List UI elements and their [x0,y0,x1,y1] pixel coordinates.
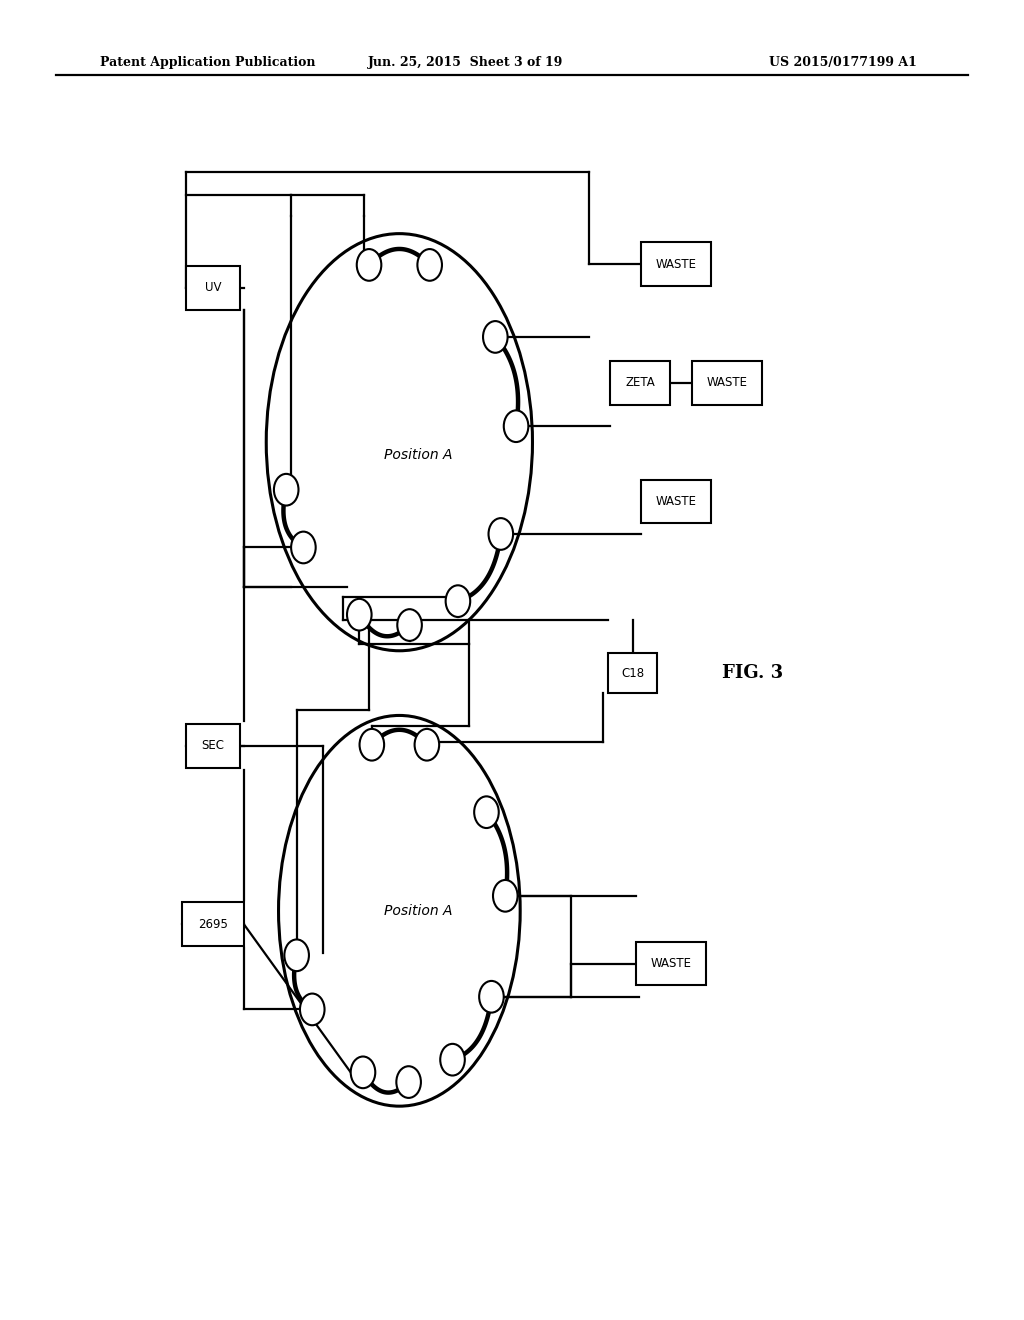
Circle shape [397,610,422,642]
Text: Position A: Position A [384,449,452,462]
Text: US 2015/0177199 A1: US 2015/0177199 A1 [769,55,916,69]
Circle shape [418,249,442,281]
Circle shape [350,1056,375,1088]
FancyBboxPatch shape [641,479,711,523]
Circle shape [396,1067,421,1098]
Circle shape [483,321,508,352]
Text: SEC: SEC [202,739,224,752]
Circle shape [504,411,528,442]
Text: ZETA: ZETA [625,376,655,389]
Circle shape [488,519,513,550]
Circle shape [474,796,499,828]
Text: Patent Application Publication: Patent Application Publication [100,55,315,69]
Text: WASTE: WASTE [655,257,696,271]
FancyBboxPatch shape [610,360,670,404]
Circle shape [479,981,504,1012]
Circle shape [273,474,298,506]
FancyBboxPatch shape [641,242,711,286]
Text: WASTE: WASTE [650,957,691,970]
Circle shape [356,249,381,281]
Circle shape [347,599,372,631]
FancyBboxPatch shape [186,265,240,309]
Text: UV: UV [205,281,221,294]
FancyBboxPatch shape [692,360,762,404]
FancyBboxPatch shape [186,723,240,768]
Text: WASTE: WASTE [655,495,696,508]
Circle shape [445,585,470,616]
Circle shape [440,1044,465,1076]
Text: Jun. 25, 2015  Sheet 3 of 19: Jun. 25, 2015 Sheet 3 of 19 [369,55,563,69]
Text: WASTE: WASTE [707,376,748,389]
Circle shape [291,532,315,564]
Text: C18: C18 [622,667,644,680]
Ellipse shape [266,234,532,651]
Text: 2695: 2695 [198,917,228,931]
Ellipse shape [279,715,520,1106]
Circle shape [493,880,517,912]
Circle shape [300,994,325,1026]
FancyBboxPatch shape [608,653,657,693]
Circle shape [285,940,309,972]
Text: FIG. 3: FIG. 3 [722,664,783,682]
Text: Position A: Position A [384,904,452,917]
Circle shape [359,729,384,760]
Circle shape [415,729,439,760]
FancyBboxPatch shape [636,942,706,985]
FancyBboxPatch shape [182,903,244,945]
